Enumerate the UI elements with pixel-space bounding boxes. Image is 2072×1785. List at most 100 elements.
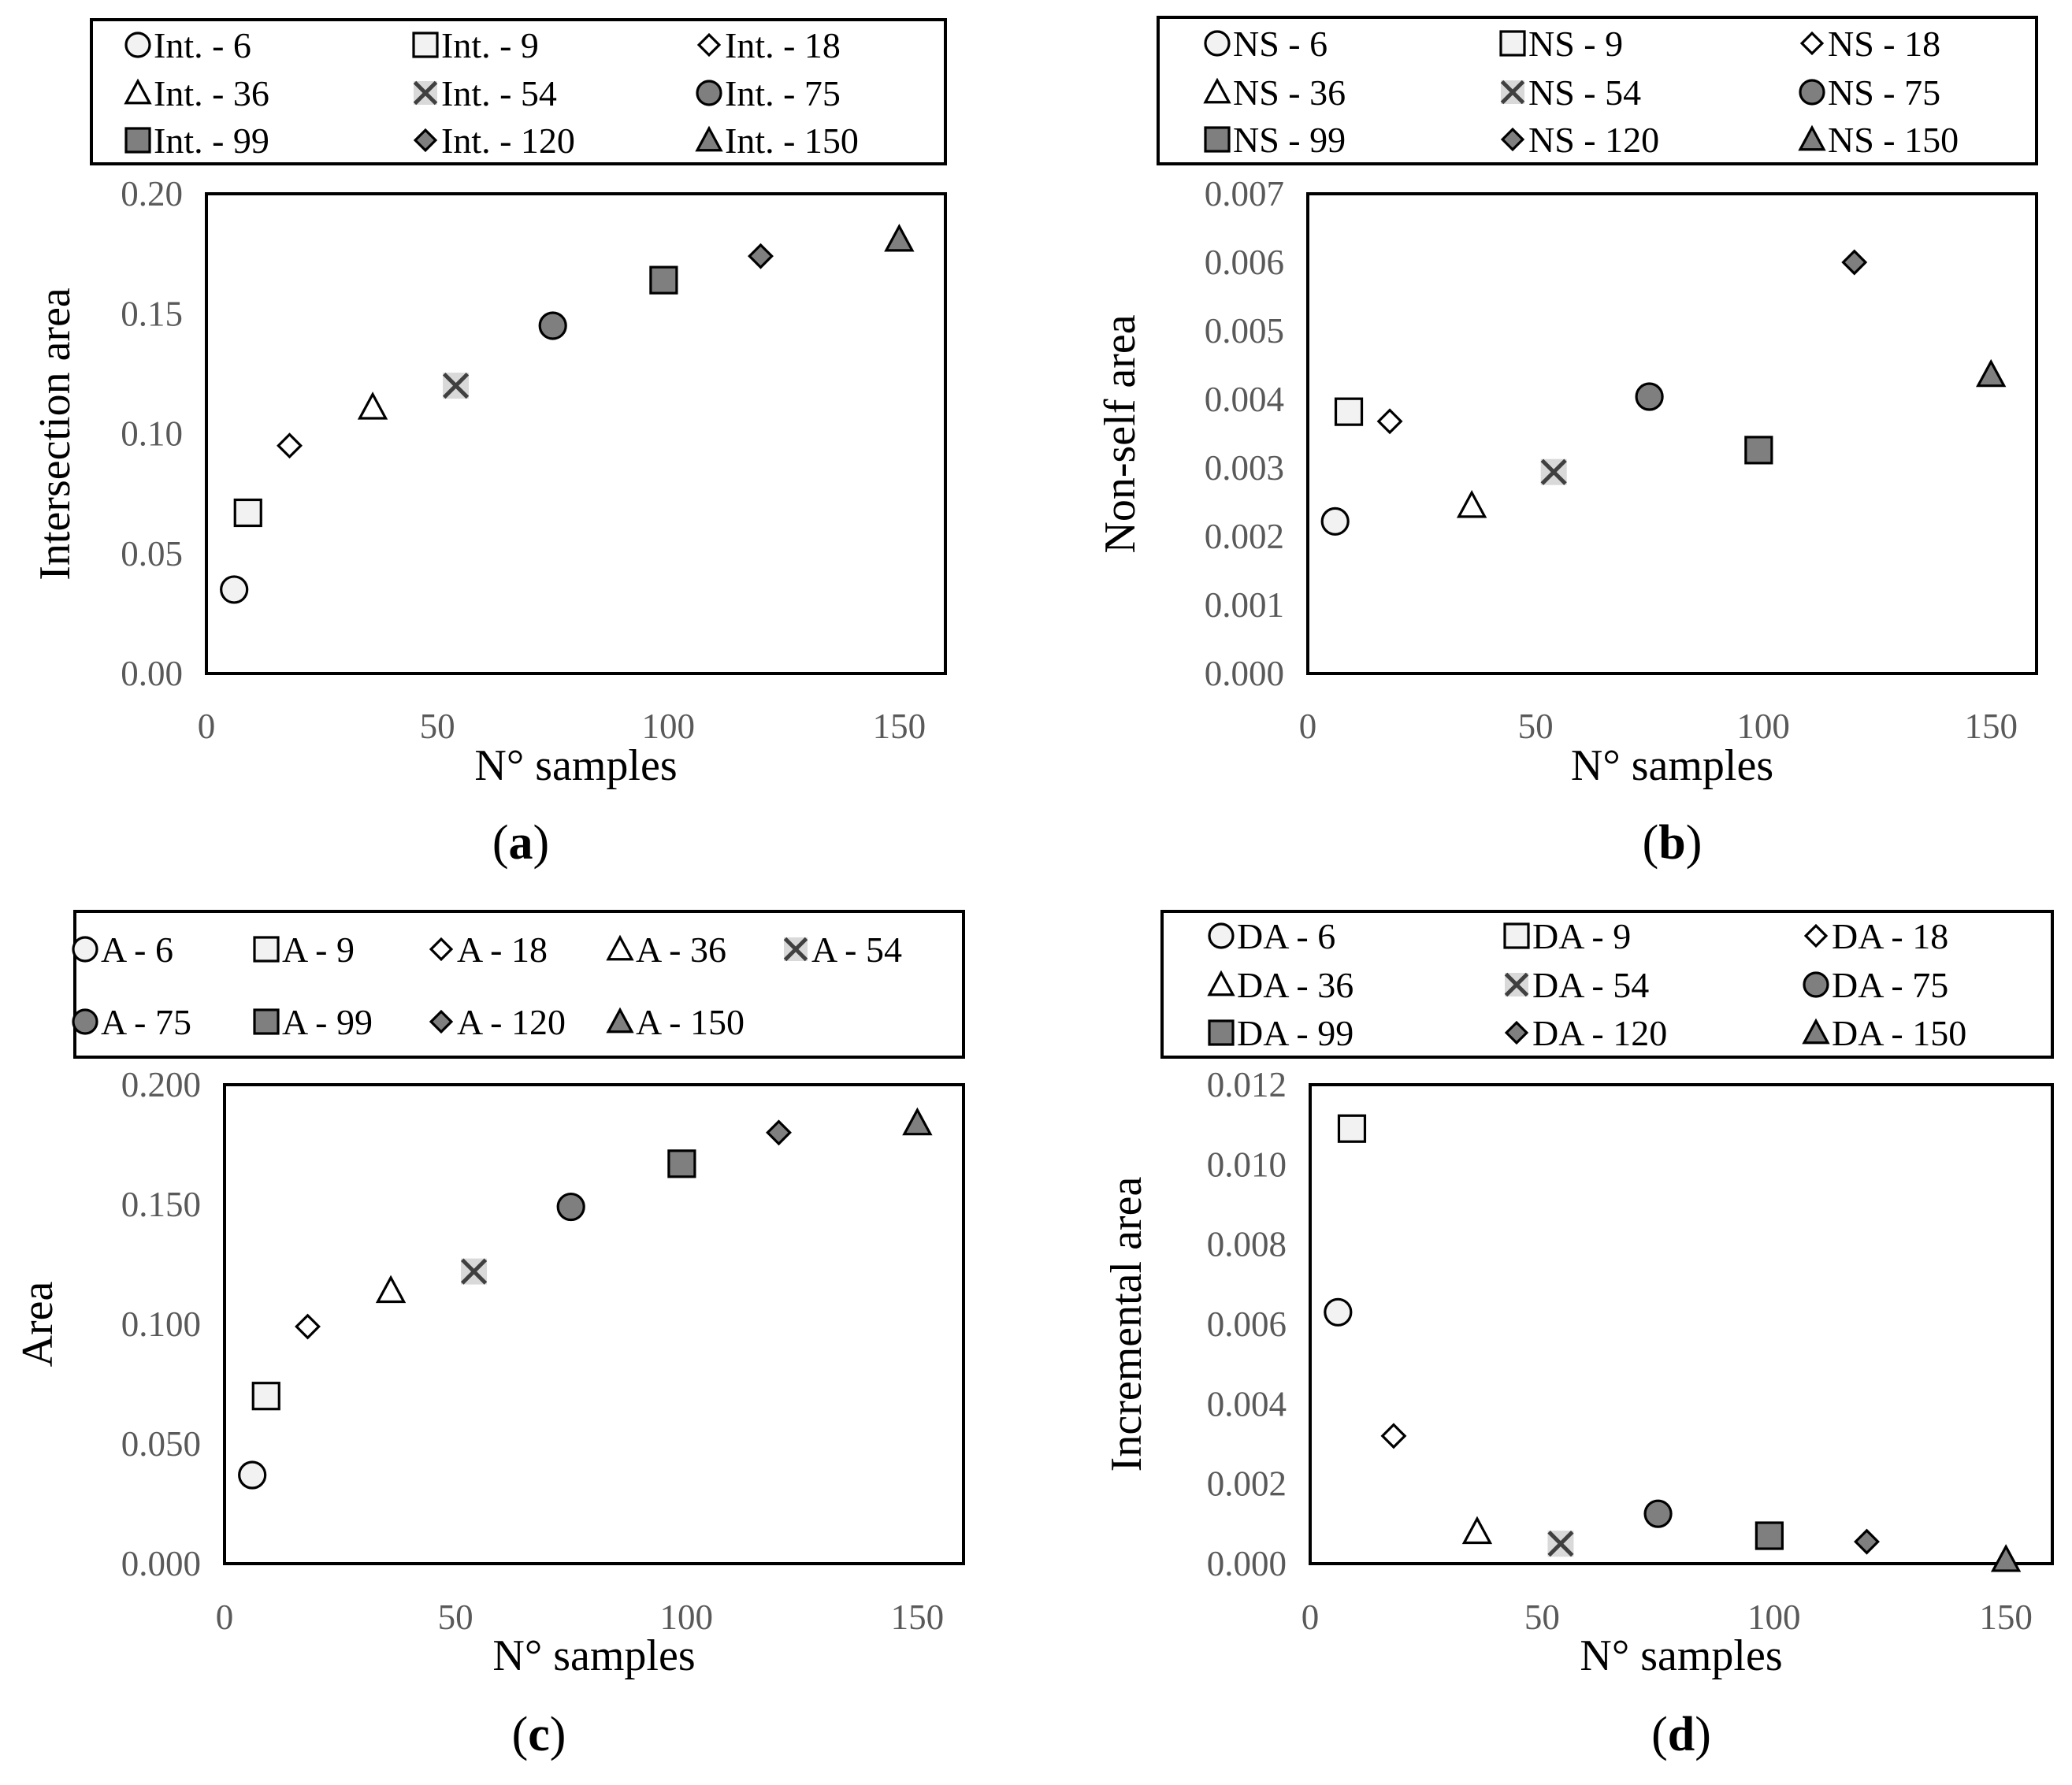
legend-label: DA - 36 bbox=[1237, 965, 1353, 1005]
marker-stroke bbox=[413, 80, 438, 106]
legend-label: DA - 54 bbox=[1532, 965, 1649, 1005]
legend-marker bbox=[72, 936, 98, 963]
legend-d: DA - 6 DA - 9 DA - 18 DA - 36 DA - 54 DA - 75… bbox=[1160, 910, 2054, 1059]
legend-marker bbox=[1500, 80, 1525, 105]
legend-label: NS - 9 bbox=[1528, 24, 1623, 64]
chart-d: 0.000 0.002 0.004 0.006 0.008 0.010 0.012 0 50 10… bbox=[1102, 910, 2054, 1761]
legend-box bbox=[73, 910, 965, 1059]
data-point bbox=[1337, 1114, 1367, 1143]
data-point bbox=[1841, 249, 1868, 276]
data-point bbox=[277, 432, 303, 459]
legend-marker bbox=[124, 127, 151, 154]
legend-a: Int. - 6 Int. - 9 Int. - 18 Int. - 36 Int. -… bbox=[90, 18, 947, 165]
x-tick-label: 50 bbox=[438, 1598, 473, 1637]
legend-label: Int. - 99 bbox=[154, 121, 269, 161]
y-axis-title: Area bbox=[13, 1281, 62, 1367]
data-point bbox=[1456, 489, 1487, 518]
legend-marker bbox=[429, 1009, 454, 1034]
x-tick-label: 100 bbox=[1736, 707, 1790, 746]
legend-label: Int. - 150 bbox=[725, 121, 859, 161]
legend-label: Int. - 120 bbox=[441, 121, 575, 161]
plot-area-d bbox=[1309, 1083, 2054, 1565]
y-axis-title: Incremental area bbox=[1102, 1177, 1151, 1472]
data-point bbox=[1461, 1516, 1493, 1545]
legend-label: A - 150 bbox=[636, 1002, 745, 1042]
marker-stroke bbox=[1504, 972, 1529, 997]
y-tick-label: 0.002 bbox=[1207, 1464, 1287, 1504]
legend-label: A - 120 bbox=[457, 1002, 566, 1042]
plot-area-a bbox=[205, 192, 947, 675]
legend-box bbox=[90, 18, 947, 165]
legend-label: A - 18 bbox=[457, 930, 548, 970]
legend-label: NS - 99 bbox=[1233, 120, 1346, 160]
data-point bbox=[220, 575, 249, 604]
y-tick-label: 0.00 bbox=[121, 654, 183, 693]
x-tick-label: 100 bbox=[642, 707, 696, 746]
y-tick-label: 0.000 bbox=[121, 1544, 201, 1583]
legend-marker bbox=[1499, 30, 1526, 57]
x-tick-label: 0 bbox=[1299, 707, 1317, 746]
data-point bbox=[649, 265, 678, 295]
data-point bbox=[1547, 1531, 1574, 1557]
y-tick-label: 0.15 bbox=[121, 294, 183, 333]
data-point bbox=[357, 392, 388, 420]
y-tick-label: 0.100 bbox=[121, 1304, 201, 1344]
legend-marker bbox=[72, 1008, 98, 1035]
y-tick-label: 0.000 bbox=[1207, 1544, 1287, 1583]
legend-label: NS - 75 bbox=[1828, 72, 1940, 113]
x-axis-title: N° samples bbox=[474, 741, 677, 790]
data-point bbox=[1854, 1528, 1880, 1555]
legend-label: DA - 99 bbox=[1237, 1013, 1353, 1053]
legend-label: NS - 54 bbox=[1528, 72, 1641, 113]
y-tick-label: 0.012 bbox=[1207, 1065, 1287, 1104]
legend-marker bbox=[413, 128, 438, 153]
legend-marker bbox=[253, 936, 280, 963]
data-point bbox=[1976, 358, 2007, 388]
legend-label: Int. - 54 bbox=[441, 73, 557, 113]
data-point bbox=[1755, 1521, 1784, 1550]
x-tick-label: 0 bbox=[216, 1598, 234, 1637]
y-tick-label: 0.200 bbox=[121, 1065, 201, 1104]
y-tick-label: 0.20 bbox=[121, 174, 183, 213]
legend-label: DA - 150 bbox=[1832, 1013, 1966, 1053]
chart-a: 0.00 0.05 0.10 0.15 0.20 0 50 100 150 N° samples I… bbox=[31, 18, 947, 870]
y-tick-label: 0.004 bbox=[1207, 1384, 1287, 1423]
legend-marker bbox=[783, 937, 808, 962]
y-axis-title: Intersection area bbox=[31, 288, 80, 581]
legend-marker bbox=[1504, 972, 1529, 997]
legend-marker bbox=[413, 80, 438, 106]
legend-label: DA - 120 bbox=[1532, 1013, 1667, 1053]
legend-marker bbox=[1207, 970, 1235, 996]
legend-c: A - 6 A - 9 A - 18 A - 36 A - 54 A - 75 A - 99… bbox=[72, 910, 965, 1059]
legend-marker bbox=[412, 32, 439, 58]
legend-marker bbox=[696, 32, 722, 58]
data-point bbox=[460, 1258, 488, 1285]
marker-stroke bbox=[1500, 80, 1525, 105]
legend-label: NS - 36 bbox=[1233, 72, 1346, 113]
marker-stroke bbox=[442, 372, 470, 399]
y-tick-label: 0.008 bbox=[1207, 1225, 1287, 1264]
legend-label: Int. - 18 bbox=[725, 25, 841, 65]
y-tick-label: 0.005 bbox=[1205, 311, 1284, 351]
data-point bbox=[1324, 1297, 1353, 1327]
legend-marker bbox=[1799, 79, 1825, 106]
legend-marker bbox=[606, 934, 634, 961]
legend-label: A - 99 bbox=[282, 1002, 373, 1042]
panel-label: (b) bbox=[1643, 816, 1703, 870]
legend-label: Int. - 75 bbox=[725, 73, 841, 113]
data-point bbox=[766, 1119, 792, 1146]
legend-marker bbox=[1799, 31, 1825, 56]
legend-marker bbox=[1208, 1019, 1235, 1046]
y-tick-label: 0.004 bbox=[1205, 380, 1284, 419]
legend-marker bbox=[1803, 923, 1829, 948]
x-axis-title: N° samples bbox=[1580, 1631, 1782, 1680]
legend-marker bbox=[1208, 922, 1235, 949]
data-point bbox=[1635, 382, 1664, 411]
legend-label: NS - 120 bbox=[1528, 120, 1659, 160]
data-point bbox=[251, 1382, 280, 1411]
y-tick-label: 0.001 bbox=[1205, 585, 1284, 625]
y-tick-label: 0.002 bbox=[1205, 517, 1284, 556]
legend-label: Int. - 36 bbox=[154, 73, 269, 113]
x-tick-label: 150 bbox=[891, 1598, 945, 1637]
